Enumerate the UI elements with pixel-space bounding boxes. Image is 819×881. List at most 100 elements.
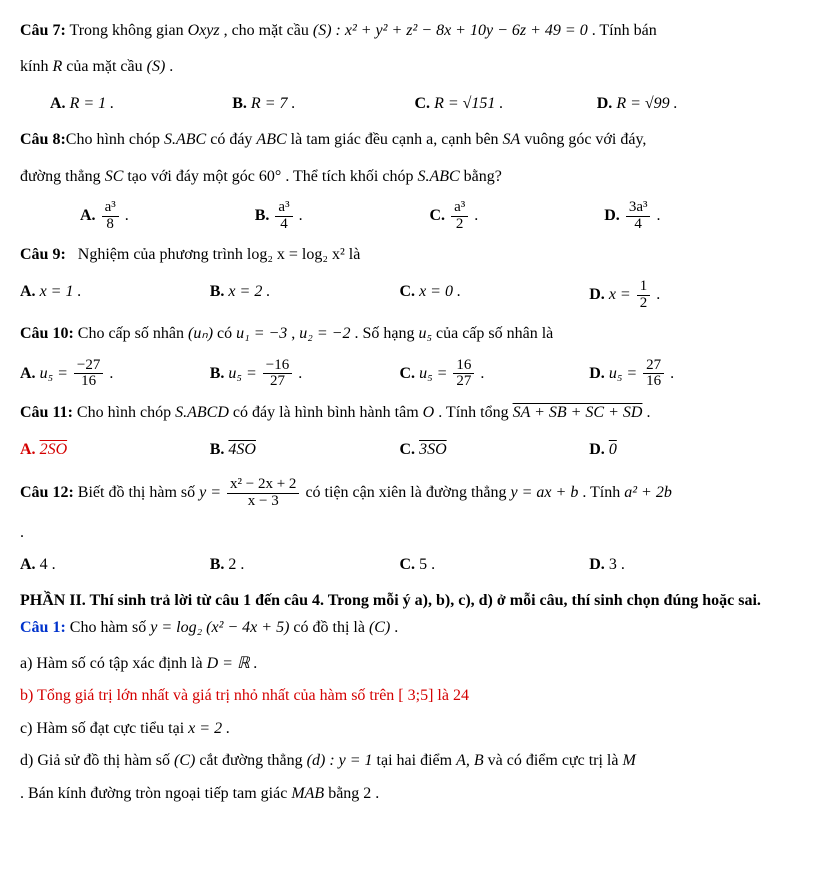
q9-text: Nghiệm của phương trình log₂ x = log₂ x²… [78, 246, 361, 263]
q12-frac: x² − 2x + 2x − 3 [227, 477, 299, 510]
q7-D: R = √99 . [616, 95, 677, 112]
q8-optD: D. 3a³4 . [604, 200, 779, 233]
q8Dd: 4 [626, 217, 651, 233]
q10Al: u₅ = [40, 365, 72, 382]
q8-label: Câu 8: [20, 131, 66, 148]
q8-A-frac: a³8 [102, 200, 119, 233]
q11B-label: B. [210, 441, 225, 458]
p2q1-t1: Cho hàm số [66, 619, 150, 636]
p2q1-d2: cắt đường thẳng [195, 752, 306, 769]
q7-options: A. R = 1 . B. R = 7 . C. R = √151 . D. R… [50, 91, 799, 117]
q12-yeq: y = [199, 484, 225, 501]
p2q1-dM: M [622, 752, 635, 769]
q7-t1: Trong không gian [70, 22, 188, 39]
q11-options: A. 2SO B. 4SO C. 3SO D. 0 [20, 437, 799, 463]
q11-label: Câu 11: [20, 404, 73, 421]
q8-options: A. a³8 . B. a³4 . C. a³2 . D. 3a³4 . [80, 200, 799, 233]
q9D-label: D. [589, 286, 605, 303]
q11-dot: . [642, 404, 650, 421]
q9-optA: A. x = 1 . [20, 279, 210, 312]
p2q1-y: y = log₂ (x² − 4x + 5) [150, 619, 289, 636]
question-9: Câu 9: Nghiệm của phương trình log₂ x = … [20, 242, 799, 268]
q12-options: A. 4 . B. 2 . C. 5 . D. 3 . [20, 552, 799, 578]
q7-C: R = √151 . [434, 95, 503, 112]
q9-label: Câu 9: [20, 246, 66, 263]
q11-optA: A. 2SO [20, 437, 210, 463]
q11-t1: Cho hình chóp [77, 404, 175, 421]
q11-vecsum-i: SA + SB + SC + SD [513, 404, 643, 421]
q11-t3: . Tính tổng [434, 404, 512, 421]
q10Cd: 27 [453, 374, 474, 390]
q10Df: 2716 [643, 358, 664, 391]
q12-optC: C. 5 . [400, 552, 590, 578]
q10Bn: −16 [263, 358, 292, 375]
q10-t3: . Số hạng [350, 325, 418, 342]
q9-options: A. x = 1 . B. x = 2 . C. x = 0 . D. x = … [20, 279, 799, 312]
q10Ad: 16 [74, 374, 103, 390]
q7-R: R [52, 58, 62, 75]
q10-comma: , [287, 325, 299, 342]
q12-C: 5 . [419, 556, 435, 573]
question-8: Câu 8:Cho hình chóp S.ABC có đáy ABC là … [20, 127, 799, 153]
q7-l2c: . [165, 58, 173, 75]
question-8-line2: đường thẳng SC tạo với đáy một góc 60° .… [20, 164, 799, 190]
q8A-label: A. [80, 207, 96, 224]
q11-B: 4SO [228, 441, 256, 458]
q9-B: x = 2 . [228, 283, 270, 300]
q7-l2b: của mặt cầu [62, 58, 146, 75]
q12C-label: C. [400, 556, 416, 573]
q12D-label: D. [589, 556, 605, 573]
q10Cl: u₅ = [419, 365, 451, 382]
p2q1-dAB: A, B [456, 752, 484, 769]
q7-text: Trong không gian Oxyz , cho mặt cầu (S) … [70, 22, 657, 39]
q8-C-frac: a³2 [451, 200, 468, 233]
q10-optC: C. u₅ = 1627 . [400, 358, 590, 391]
q11-D: 0 [609, 441, 617, 458]
q12-optB: B. 2 . [210, 552, 400, 578]
q8An: a³ [102, 200, 119, 217]
q7-optA: A. R = 1 . [50, 91, 232, 117]
q8-sa: SA [503, 131, 521, 148]
q9-D-frac: 12 [637, 279, 651, 312]
p2q1-d3: tại hai điểm [373, 752, 457, 769]
q8-optC: C. a³2 . [430, 200, 605, 233]
q8-l2b: tạo với đáy một góc [123, 168, 259, 185]
q8-l2d: bằng? [460, 168, 502, 185]
q10-options: A. u₅ = −2716 . B. u₅ = −1627 . C. u₅ = … [20, 358, 799, 391]
p2q1-c-text: c) Hàm số đạt cực tiểu tại [20, 720, 188, 737]
q7-S: (S) [147, 58, 166, 75]
q10Bd: 27 [263, 374, 292, 390]
q8-B-frac: a³4 [275, 200, 292, 233]
q11A-label: A. [20, 441, 36, 458]
q8-t2: có đáy [206, 131, 256, 148]
q9-optD: D. x = 12 . [589, 279, 779, 312]
q11-B-vec: 4SO [228, 441, 256, 458]
q11-C: 3SO [419, 441, 447, 458]
q11-D-vec: 0 [609, 441, 617, 458]
q7-A: R = 1 . [70, 95, 115, 112]
phan2-title: PHẦN II. Thí sinh trả lời từ câu 1 đến c… [20, 588, 799, 614]
q8C-label: C. [430, 207, 446, 224]
p2q1-C: (C) [369, 619, 390, 636]
q8-abc: ABC [256, 131, 286, 148]
q11-sabcd: S.ABCD [175, 404, 229, 421]
q12-label: Câu 12: [20, 484, 74, 501]
q9Dn: 1 [637, 279, 651, 296]
q11C-label: C. [400, 441, 416, 458]
q11-t2: có đáy là hình bình hành tâm [229, 404, 423, 421]
q10Dl: u₅ = [609, 365, 641, 382]
q7-oxyz: Oxyz [188, 22, 220, 39]
q10-optD: D. u₅ = 2716 . [589, 358, 779, 391]
q9-C: x = 0 . [419, 283, 461, 300]
p2q1-dC: (C) [174, 752, 195, 769]
q8Cd: 2 [451, 217, 468, 233]
q8Cn: a³ [451, 200, 468, 217]
q10An: −27 [74, 358, 103, 375]
q8-optA: A. a³8 . [80, 200, 255, 233]
q11-O: O [423, 404, 435, 421]
q11-optC: C. 3SO [400, 437, 590, 463]
q8-angle: 60° [259, 168, 281, 185]
q11-A: 2SO [40, 441, 68, 458]
question-10: Câu 10: Cho cấp số nhân (uₙ) có u₁ = −3 … [20, 321, 799, 347]
q11-A-vec: 2SO [40, 441, 68, 458]
